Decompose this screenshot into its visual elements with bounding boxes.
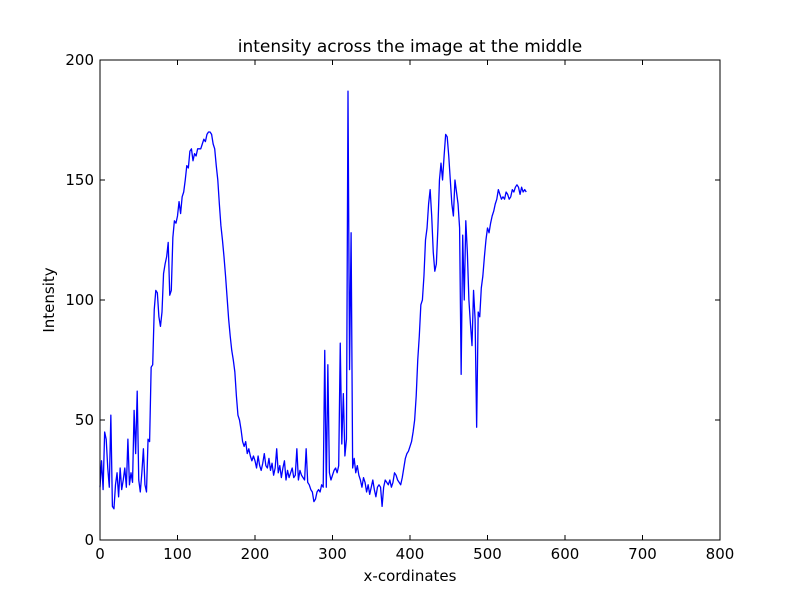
plot-area [100,60,720,540]
x-tick-label: 600 [551,545,580,563]
x-axis-label: x-cordinates [364,567,457,585]
series-layer [99,90,527,510]
x-tick-label: 500 [473,545,502,563]
x-tick-label: 800 [706,545,735,563]
x-tick-label: 700 [628,545,657,563]
chart-title: intensity across the image at the middle [238,37,583,57]
y-tick-label: 0 [84,531,94,549]
y-tick-label: 100 [65,291,94,309]
x-tick-label: 0 [95,545,105,563]
x-tick-label: 400 [396,545,425,563]
x-tick-label: 300 [318,545,347,563]
x-tick-label: 100 [163,545,192,563]
ticks-layer: 0 100 200 300 400 500 600 700 800 0 50 100 150 200 [65,51,734,563]
y-axis-label: Intensity [40,267,58,332]
y-tick-label: 50 [75,411,94,429]
series-line-0 [99,90,527,510]
y-tick-label: 150 [65,171,94,189]
x-tick-label: 200 [241,545,270,563]
y-tick-label: 200 [65,51,94,69]
